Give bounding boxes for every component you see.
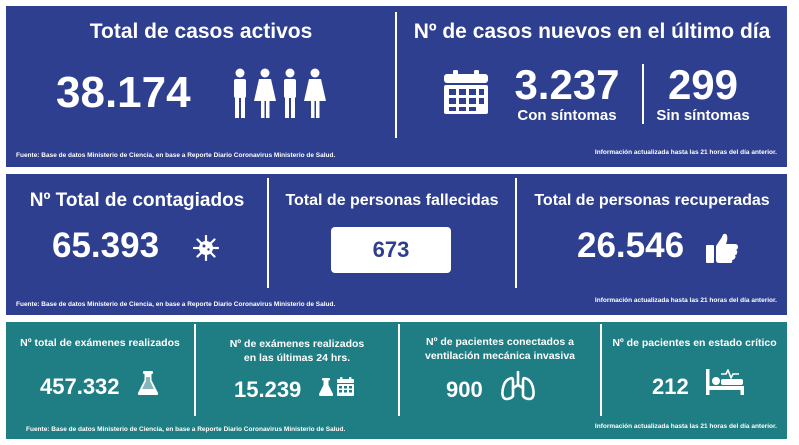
ventilation-title: Nº de pacientes conectados a ventilación… xyxy=(400,335,600,363)
divider xyxy=(642,64,644,124)
ventilation-value: 900 xyxy=(446,377,483,402)
flask-calendar-icon xyxy=(319,377,354,396)
divider xyxy=(267,178,269,288)
exams-total-title: Nº total de exámenes realizados xyxy=(20,337,180,349)
lungs-icon xyxy=(501,371,535,401)
divider xyxy=(515,178,517,288)
active-cases-value: 38.174 xyxy=(56,68,191,117)
divider xyxy=(395,12,397,138)
exams-24h-title-line1: Nº de exámenes realizados xyxy=(229,338,365,350)
deceased-value: 673 xyxy=(372,237,410,262)
exams-total-value: 457.332 xyxy=(40,374,120,399)
divider xyxy=(600,324,602,416)
divider xyxy=(398,324,400,416)
asymptomatic-label: Sin síntomas xyxy=(656,107,750,124)
update-note: Información actualizada hasta las 21 hor… xyxy=(594,149,777,156)
symptomatic-label: Con síntomas xyxy=(517,107,617,124)
update-note: Información actualizada hasta las 21 hor… xyxy=(594,423,777,430)
deceased-title: Total de personas fallecidas xyxy=(285,192,499,209)
new-cases-title: Nº de casos nuevos en el último día xyxy=(413,20,771,43)
update-note: Información actualizada hasta las 21 hor… xyxy=(594,297,777,304)
symptomatic-value: 3.237 xyxy=(514,61,620,108)
active-cases-panel: Total de casos activos 38.174 Nº xyxy=(6,6,787,167)
source-note: Fuente: Base de datos Ministerio de Cien… xyxy=(16,301,336,308)
infected-value: 65.393 xyxy=(52,226,160,265)
source-note: Fuente: Base de datos Ministerio de Cien… xyxy=(26,426,346,433)
thumbs-up-icon xyxy=(706,233,738,263)
divider xyxy=(194,324,196,416)
recovered-value: 26.546 xyxy=(577,226,685,265)
ventilation-title-line1: Nº de pacientes conectados a xyxy=(426,336,574,348)
critical-title: Nº de pacientes en estado crítico xyxy=(612,337,777,349)
virus-icon xyxy=(193,235,219,261)
flask-icon xyxy=(137,371,159,395)
people-icon xyxy=(234,68,326,118)
exams-24h-title-line2: en las últimas 24 hrs. xyxy=(243,352,351,364)
calendar-icon xyxy=(444,70,488,114)
ventilation-title-line2: ventilación mecánica invasiva xyxy=(425,350,575,362)
deceased-value-box: 673 xyxy=(331,227,451,273)
exams-24h-title: Nº de exámenes realizados en las últimas… xyxy=(196,337,398,365)
infected-title: Nº Total de contagiados xyxy=(29,190,245,211)
active-cases-title: Total de casos activos xyxy=(89,20,313,43)
recovered-title: Total de personas recuperadas xyxy=(534,192,770,209)
hospital-bed-icon xyxy=(706,369,744,395)
critical-value: 212 xyxy=(652,374,689,399)
source-note: Fuente: Base de datos Ministerio de Cien… xyxy=(16,152,336,159)
asymptomatic-value: 299 xyxy=(667,61,739,108)
cumulative-panel: Nº Total de contagiados 65.393 Total de … xyxy=(6,174,787,315)
hospital-panel: Nº total de exámenes realizados 457.332 … xyxy=(6,322,787,439)
exams-24h-value: 15.239 xyxy=(234,377,302,402)
